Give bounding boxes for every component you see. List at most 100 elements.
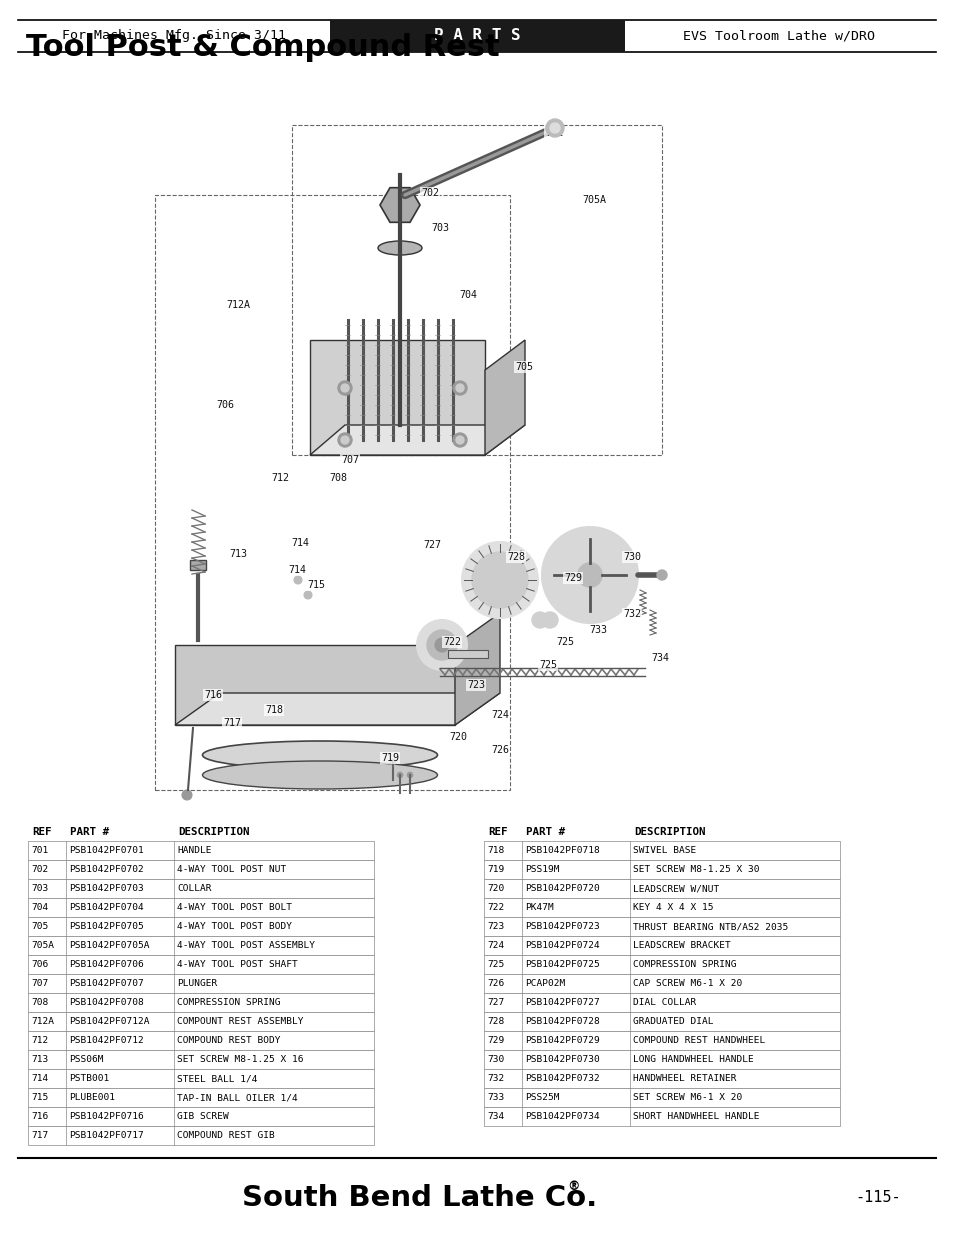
- Text: SET SCREW M6-1 X 20: SET SCREW M6-1 X 20: [633, 1093, 741, 1103]
- Text: 4-WAY TOOL POST BODY: 4-WAY TOOL POST BODY: [177, 923, 292, 931]
- Text: PART #: PART #: [525, 827, 564, 837]
- Circle shape: [340, 384, 349, 391]
- Text: PSB1042PF0723: PSB1042PF0723: [524, 923, 599, 931]
- Circle shape: [396, 772, 402, 778]
- Text: PART #: PART #: [70, 827, 109, 837]
- Bar: [292, 125, 661, 454]
- Text: PSB1042PF0730: PSB1042PF0730: [524, 1056, 599, 1065]
- Text: 704: 704: [458, 290, 476, 300]
- Text: 723: 723: [486, 923, 504, 931]
- Circle shape: [456, 436, 463, 445]
- Bar: [483, 1011, 840, 1031]
- Text: For Machines Mfg. Since 3/11: For Machines Mfg. Since 3/11: [62, 30, 286, 42]
- Text: 4-WAY TOOL POST BOLT: 4-WAY TOOL POST BOLT: [177, 903, 292, 913]
- Text: 703: 703: [30, 884, 49, 893]
- Text: 708: 708: [329, 473, 347, 483]
- Circle shape: [416, 620, 467, 671]
- Text: 4-WAY TOOL POST ASSEMBLY: 4-WAY TOOL POST ASSEMBLY: [177, 941, 314, 951]
- Text: 728: 728: [486, 1018, 504, 1026]
- Bar: [483, 955, 840, 974]
- Polygon shape: [174, 693, 499, 725]
- Text: 712A: 712A: [30, 1018, 54, 1026]
- Text: PSB1042PF0704: PSB1042PF0704: [69, 903, 144, 913]
- Polygon shape: [310, 425, 524, 454]
- Text: EVS Toolroom Lathe w/DRO: EVS Toolroom Lathe w/DRO: [682, 30, 874, 42]
- Text: PK47M: PK47M: [524, 903, 553, 913]
- Circle shape: [550, 124, 559, 133]
- Text: PSB1042PF0712A: PSB1042PF0712A: [69, 1018, 150, 1026]
- Text: 705: 705: [515, 362, 533, 372]
- Bar: [28, 879, 374, 898]
- Text: PSS19M: PSS19M: [524, 866, 558, 874]
- Text: COLLAR: COLLAR: [177, 884, 212, 893]
- Bar: [448, 650, 488, 658]
- Circle shape: [541, 613, 558, 629]
- Text: 725: 725: [556, 637, 574, 647]
- Text: 716: 716: [30, 1113, 49, 1121]
- Text: 726: 726: [486, 979, 504, 988]
- Text: 720: 720: [486, 884, 504, 893]
- Text: REF: REF: [488, 827, 507, 837]
- Text: -115-: -115-: [854, 1191, 900, 1205]
- Text: 730: 730: [622, 552, 640, 562]
- Text: 712: 712: [30, 1036, 49, 1045]
- Text: PSB1042PF0725: PSB1042PF0725: [524, 961, 599, 969]
- Text: 708: 708: [30, 998, 49, 1008]
- Text: 734: 734: [650, 653, 668, 663]
- Bar: [483, 879, 840, 898]
- Text: KEY 4 X 4 X 15: KEY 4 X 4 X 15: [633, 903, 713, 913]
- Text: 724: 724: [486, 941, 504, 951]
- Text: 703: 703: [431, 224, 449, 233]
- Text: STEEL BALL 1/4: STEEL BALL 1/4: [177, 1074, 257, 1083]
- Text: 715: 715: [307, 580, 325, 590]
- Text: PLUNGER: PLUNGER: [177, 979, 217, 988]
- Ellipse shape: [202, 741, 437, 769]
- Bar: [154, 195, 510, 790]
- Text: 705: 705: [30, 923, 49, 931]
- Bar: [28, 860, 374, 879]
- Text: GIB SCREW: GIB SCREW: [177, 1113, 229, 1121]
- Text: 733: 733: [486, 1093, 504, 1103]
- Text: PSB1042PF0717: PSB1042PF0717: [69, 1131, 144, 1140]
- Circle shape: [340, 436, 349, 445]
- Bar: [483, 841, 840, 860]
- Text: PSB1042PF0729: PSB1042PF0729: [524, 1036, 599, 1045]
- Text: PLUBE001: PLUBE001: [69, 1093, 115, 1103]
- Text: DIAL COLLAR: DIAL COLLAR: [633, 998, 696, 1008]
- Text: SET SCREW M8-1.25 X 16: SET SCREW M8-1.25 X 16: [177, 1056, 303, 1065]
- Text: SWIVEL BASE: SWIVEL BASE: [633, 846, 696, 856]
- Circle shape: [657, 571, 666, 580]
- Polygon shape: [455, 613, 499, 725]
- Text: PSB1042PF0708: PSB1042PF0708: [69, 998, 144, 1008]
- Text: DESCRIPTION: DESCRIPTION: [178, 827, 250, 837]
- Text: PSB1042PF0707: PSB1042PF0707: [69, 979, 144, 988]
- Text: 725: 725: [538, 659, 557, 671]
- Text: PSB1042PF0732: PSB1042PF0732: [524, 1074, 599, 1083]
- Text: PSB1042PF0727: PSB1042PF0727: [524, 998, 599, 1008]
- Text: 702: 702: [30, 866, 49, 874]
- Text: 716: 716: [204, 690, 222, 700]
- Text: 727: 727: [422, 540, 440, 550]
- Text: 702: 702: [420, 188, 438, 198]
- Text: PSB1042PF0718: PSB1042PF0718: [524, 846, 599, 856]
- Circle shape: [453, 382, 467, 395]
- Text: 705A: 705A: [30, 941, 54, 951]
- Text: 712A: 712A: [226, 300, 250, 310]
- Text: 730: 730: [486, 1056, 504, 1065]
- Circle shape: [337, 433, 352, 447]
- Text: SHORT HANDWHEEL HANDLE: SHORT HANDWHEEL HANDLE: [633, 1113, 759, 1121]
- Text: THRUST BEARING NTB/AS2 2035: THRUST BEARING NTB/AS2 2035: [633, 923, 787, 931]
- Text: 718: 718: [265, 705, 283, 715]
- Text: 719: 719: [486, 866, 504, 874]
- Circle shape: [578, 563, 601, 587]
- Text: 714: 714: [30, 1074, 49, 1083]
- Bar: [483, 918, 840, 936]
- Text: 733: 733: [588, 625, 606, 635]
- Text: 728: 728: [506, 552, 524, 562]
- Text: 719: 719: [380, 753, 398, 763]
- Circle shape: [472, 552, 527, 608]
- Text: 722: 722: [442, 637, 460, 647]
- Text: PSS06M: PSS06M: [69, 1056, 103, 1065]
- Text: REF: REF: [32, 827, 51, 837]
- Text: 732: 732: [486, 1074, 504, 1083]
